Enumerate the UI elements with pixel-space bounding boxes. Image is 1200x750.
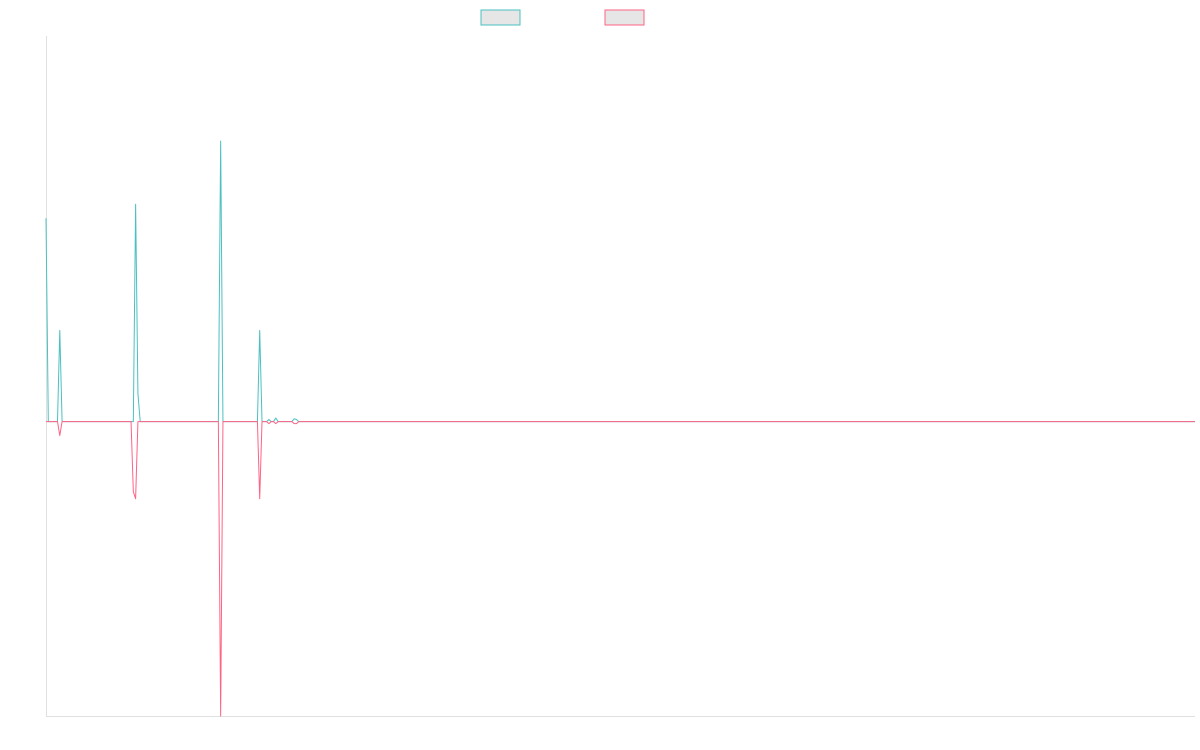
series-2-line [46, 421, 1195, 717]
series-1-line [45, 140, 1195, 423]
legend [480, 9, 645, 26]
legend-swatch-series-1[interactable] [480, 9, 521, 26]
legend-swatch-series-2[interactable] [604, 9, 645, 26]
plot-area [45, 140, 1195, 717]
